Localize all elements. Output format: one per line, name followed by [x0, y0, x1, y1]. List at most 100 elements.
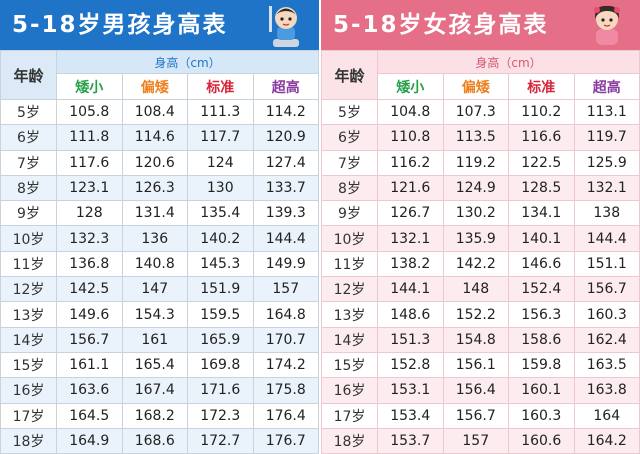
girls-age-cell: 9岁: [321, 200, 378, 227]
girls-height-cell: 163.5: [573, 351, 640, 379]
boys-age-cell: 5岁: [0, 98, 57, 126]
girls-height-cell: 110.2: [508, 98, 575, 126]
boys-height-cell: 139.3: [252, 200, 319, 227]
boys-height-cell: 163.6: [56, 377, 123, 404]
girls-height-cell: 164: [573, 402, 640, 429]
boys-height-cell: 172.7: [187, 427, 254, 454]
boys-table-row: 16岁 163.6 167.4 171.6 175.8: [0, 377, 319, 404]
boys-height-cell: 151.9: [187, 276, 254, 303]
girls-height-cell: 162.4: [573, 326, 640, 353]
boys-height-cell: 176.4: [252, 402, 319, 429]
girls-height-cell: 152.8: [377, 351, 444, 379]
boys-height-cell: 147: [121, 276, 188, 303]
boys-age-cell: 18岁: [0, 427, 57, 454]
boys-age-cell: 8岁: [0, 174, 57, 202]
boys-height-cell: 144.4: [252, 225, 319, 252]
boys-table-row: 17岁 164.5 168.2 172.3 176.4: [0, 402, 319, 429]
boys-height-cell: 120.6: [121, 149, 188, 176]
girls-age-cell: 5岁: [321, 98, 378, 126]
boys-table-row: 6岁 111.8 114.6 117.7 120.9: [0, 124, 319, 151]
boys-height-cell: 114.2: [252, 98, 319, 126]
boys-age-cell: 15岁: [0, 351, 57, 379]
girls-table-row: 9岁 126.7 130.2 134.1 138: [321, 200, 640, 227]
boys-age-cell: 6岁: [0, 124, 57, 151]
boys-category-header: 矮小: [56, 73, 123, 100]
boys-age-cell: 16岁: [0, 377, 57, 404]
girls-age-cell: 15岁: [321, 351, 378, 379]
girls-height-cell: 113.1: [573, 98, 640, 126]
girls-table-row: 15岁 152.8 156.1 159.8 163.5: [321, 351, 640, 379]
boys-height-cell: 169.8: [187, 351, 254, 379]
girls-table-row: 18岁 153.7 157 160.6 164.2: [321, 427, 640, 454]
girls-height-cell: 134.1: [508, 200, 575, 227]
girls-age-cell: 13岁: [321, 301, 378, 328]
boys-age-cell: 10岁: [0, 225, 57, 252]
boys-height-cell: 171.6: [187, 377, 254, 404]
girls-height-cell: 110.8: [377, 124, 444, 151]
boys-table-row: 12岁 142.5 147 151.9 157: [0, 276, 319, 303]
girls-height-cell: 156.3: [508, 301, 575, 328]
girls-table-row: 5岁 104.8 107.3 110.2 113.1: [321, 98, 640, 126]
girls-category-header: 超高: [573, 73, 640, 100]
boys-height-cell: 123.1: [56, 174, 123, 202]
boys-height-cell: 154.3: [121, 301, 188, 328]
girls-height-cell: 157: [442, 427, 509, 454]
girls-height-cell: 128.5: [508, 174, 575, 202]
boys-height-cell: 132.3: [56, 225, 123, 252]
girls-age-cell: 16岁: [321, 377, 378, 404]
girls-table-row: 14岁 151.3 154.8 158.6 162.4: [321, 326, 640, 353]
girls-height-cell: 125.9: [573, 149, 640, 176]
girls-height-cell: 160.1: [508, 377, 575, 404]
boys-table-row: 18岁 164.9 168.6 172.7 176.7: [0, 427, 319, 454]
girls-height-cell: 144.4: [573, 225, 640, 252]
boys-age-cell: 11岁: [0, 250, 57, 278]
boys-height-cell: 127.4: [252, 149, 319, 176]
girls-height-cell: 116.6: [508, 124, 575, 151]
girls-height-cell: 119.2: [442, 149, 509, 176]
girls-height-cell: 126.7: [377, 200, 444, 227]
girls-height-cell: 163.8: [573, 377, 640, 404]
boys-height-cell: 156.7: [56, 326, 123, 353]
girls-age-cell: 8岁: [321, 174, 378, 202]
boys-height-cell: 176.7: [252, 427, 319, 454]
girls-height-cell: 153.7: [377, 427, 444, 454]
boys-age-cell: 12岁: [0, 276, 57, 303]
girls-height-cell: 156.1: [442, 351, 509, 379]
girls-height-cell: 151.1: [573, 250, 640, 278]
boys-height-cell: 117.7: [187, 124, 254, 151]
boys-height-cell: 114.6: [121, 124, 188, 151]
boys-height-cell: 136: [121, 225, 188, 252]
girls-height-cell: 160.6: [508, 427, 575, 454]
girls-title: 5-18岁女孩身高表: [321, 0, 640, 50]
girls-age-cell: 12岁: [321, 276, 378, 303]
girls-age-cell: 14岁: [321, 326, 378, 353]
boys-height-cell: 159.5: [187, 301, 254, 328]
girls-age-cell: 7岁: [321, 149, 378, 176]
girl-cartoon-icon: [594, 5, 620, 45]
girls-height-cell: 132.1: [573, 174, 640, 202]
boys-panel: 5-18岁男孩身高表 年龄 身高（cm） 矮小 偏矮 标准 超高 5岁 105: [0, 0, 319, 454]
boys-table-row: 11岁 136.8 140.8 145.3 149.9: [0, 250, 319, 278]
girls-table-row: 16岁 153.1 156.4 160.1 163.8: [321, 377, 640, 404]
boys-table-row: 15岁 161.1 165.4 169.8 174.2: [0, 351, 319, 379]
boys-height-cell: 142.5: [56, 276, 123, 303]
girls-height-cell: 138: [573, 200, 640, 227]
boys-height-cell: 161.1: [56, 351, 123, 379]
boys-category-header: 偏矮: [121, 73, 188, 100]
boys-height-cell: 170.7: [252, 326, 319, 353]
boys-title-text: 5-18岁男孩身高表: [12, 12, 228, 38]
girls-height-cell: 160.3: [508, 402, 575, 429]
boys-category-header: 标准: [187, 73, 254, 100]
girls-table-row: 7岁 116.2 119.2 122.5 125.9: [321, 149, 640, 176]
boys-table-row: 10岁 132.3 136 140.2 144.4: [0, 225, 319, 252]
girls-table-row: 17岁 153.4 156.7 160.3 164: [321, 402, 640, 429]
boys-height-cell: 126.3: [121, 174, 188, 202]
girls-height-cell: 113.5: [442, 124, 509, 151]
girls-age-header: 年龄: [321, 50, 378, 100]
boys-height-cell: 167.4: [121, 377, 188, 404]
boys-table-row: 9岁 128 131.4 135.4 139.3: [0, 200, 319, 227]
boys-table-row: 5岁 105.8 108.4 111.3 114.2: [0, 98, 319, 126]
girls-unit-header: 身高（cm）: [377, 50, 640, 74]
boys-height-cell: 140.8: [121, 250, 188, 278]
boys-height-cell: 149.6: [56, 301, 123, 328]
